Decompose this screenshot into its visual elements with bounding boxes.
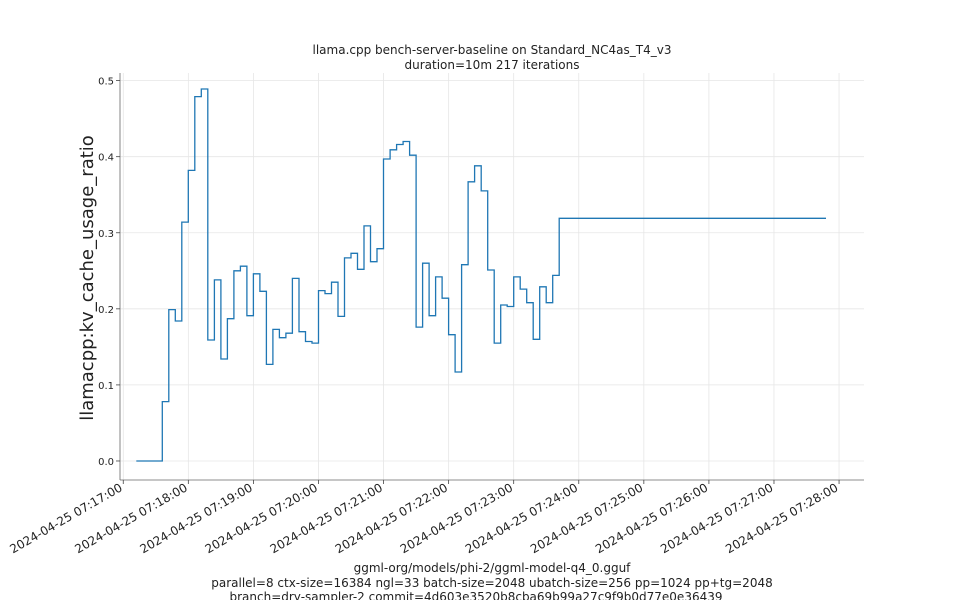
- x-tick-label: 2024-04-25 07:19:00: [138, 480, 255, 556]
- x-tick-label: 2024-04-25 07:22:00: [333, 480, 450, 556]
- x-tick-label: 2024-04-25 07:28:00: [723, 480, 840, 556]
- x-axis-label-line-2: parallel=8 ctx-size=16384 ngl=33 batch-s…: [211, 576, 772, 590]
- series-line: [136, 88, 826, 462]
- y-tick-label: 0.3: [98, 229, 114, 240]
- x-tick-label: 2024-04-25 07:17:00: [7, 480, 124, 556]
- y-axis: 0.0 0.1 0.2 0.3 0.4 0.5: [98, 77, 120, 468]
- x-axis-label-line-3: branch=dry-sampler-2 commit=4d603e3520b8…: [229, 590, 722, 600]
- x-tick-label: 2024-04-25 07:27:00: [658, 480, 775, 556]
- chart-title: llama.cpp bench-server-baseline on Stand…: [313, 43, 672, 57]
- y-tick-label: 0.1: [98, 381, 114, 392]
- x-tick-label: 2024-04-25 07:26:00: [593, 480, 710, 556]
- x-tick-label: 2024-04-25 07:25:00: [528, 480, 645, 556]
- y-tick-label: 0.0: [98, 457, 114, 468]
- x-axis-label-line-1: ggml-org/models/phi-2/ggml-model-q4_0.gg…: [354, 561, 632, 575]
- x-tick-label: 2024-04-25 07:23:00: [398, 480, 515, 556]
- y-tick-label: 0.2: [98, 305, 114, 316]
- x-tick-label: 2024-04-25 07:21:00: [268, 480, 385, 556]
- axes: [119, 73, 864, 481]
- y-axis-label: llamacpp:kv_cache_usage_ratio: [77, 135, 98, 421]
- x-tick-label: 2024-04-25 07:24:00: [463, 480, 580, 556]
- x-tick-label: 2024-04-25 07:20:00: [203, 480, 320, 556]
- chart-subtitle: duration=10m 217 iterations: [405, 58, 580, 72]
- y-tick-label: 0.5: [98, 77, 114, 88]
- x-tick-label: 2024-04-25 07:18:00: [72, 480, 189, 556]
- grid: [120, 73, 864, 480]
- y-tick-label: 0.4: [98, 153, 114, 164]
